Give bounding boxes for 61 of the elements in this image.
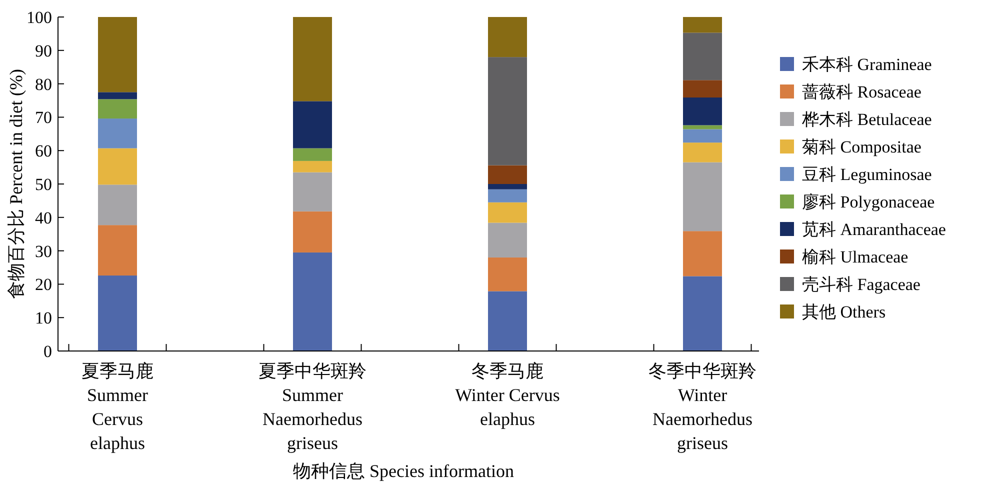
legend-label: 其他 Others	[802, 302, 886, 322]
bar	[683, 276, 722, 351]
bar	[683, 17, 722, 33]
y-tick-label: 30	[35, 242, 52, 261]
bar	[488, 202, 527, 223]
bar	[488, 184, 527, 190]
y-tick-label: 90	[35, 41, 52, 60]
bar	[683, 97, 722, 126]
bar	[683, 231, 722, 276]
bar	[98, 118, 137, 148]
x-tick-label: 夏季中华斑羚 Summer Naemorhedus griseus	[258, 361, 366, 453]
y-tick-label: 100	[26, 8, 52, 27]
bar	[98, 184, 137, 226]
bar	[683, 80, 722, 98]
legend-label: 桦木科 Betulaceae	[801, 110, 932, 129]
bar	[488, 57, 527, 166]
bar	[488, 257, 527, 292]
bar	[98, 17, 137, 92]
legend-label: 廖科 Polygonaceae	[802, 192, 935, 212]
bar	[98, 92, 137, 100]
x-tick-label: 冬季中华斑羚 Winter Naemorhedus griseus	[648, 361, 756, 453]
bar	[98, 99, 137, 119]
bar	[293, 211, 332, 252]
bar	[293, 160, 332, 172]
x-axis-title: 物种信息 Species information	[293, 461, 514, 481]
legend-label: 榆科 Ulmaceae	[802, 247, 908, 266]
bar	[98, 148, 137, 185]
x-tick-label: 冬季马鹿 Winter Cervus elaphus	[455, 361, 560, 429]
y-tick-label: 80	[35, 74, 52, 94]
legend-label: 苋科 Amaranthaceae	[802, 220, 946, 239]
legend-label: 壳斗科 Fagaceae	[802, 274, 920, 294]
bar	[98, 276, 137, 351]
bar	[293, 101, 332, 148]
y-tick-label: 50	[35, 174, 52, 194]
bar	[488, 291, 527, 351]
bar	[488, 17, 527, 58]
bar	[293, 252, 332, 351]
bar	[488, 165, 527, 184]
x-tick-label: 夏季马鹿 Summer Cervus elaphus	[82, 361, 154, 453]
y-axis-title: 食物百分比 Percent in diet (%)	[6, 69, 26, 299]
legend-label: 菊科 Compositae	[802, 137, 922, 156]
bar	[293, 172, 332, 212]
bar	[683, 32, 722, 80]
bar	[293, 17, 332, 102]
bar	[488, 222, 527, 258]
y-tick-label: 40	[35, 208, 52, 228]
bar	[98, 225, 137, 276]
y-tick-label: 10	[35, 308, 52, 328]
bar	[683, 162, 722, 232]
legend-label: 豆科 Leguminosae	[802, 164, 932, 184]
legend-label: 禾本科 Gramineae	[802, 54, 932, 74]
bar	[293, 148, 332, 161]
y-tick-label: 20	[35, 275, 52, 294]
bar	[683, 125, 722, 130]
legend-label: 蔷薇科 Rosaceae	[802, 82, 922, 102]
y-tick-label: 70	[35, 108, 52, 128]
bar	[683, 142, 722, 162]
bar	[683, 129, 722, 143]
y-tick-label: 60	[35, 142, 52, 161]
y-tick-label: 0	[44, 342, 52, 361]
bar	[488, 189, 527, 202]
